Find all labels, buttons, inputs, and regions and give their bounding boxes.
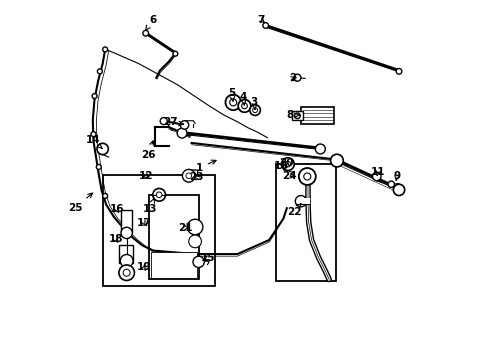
Circle shape (249, 105, 260, 116)
Bar (300, 107, 334, 123)
Circle shape (120, 255, 133, 267)
Circle shape (97, 69, 102, 74)
Bar (291, 111, 302, 120)
Circle shape (225, 95, 241, 110)
Text: 6: 6 (145, 15, 156, 31)
Bar (302, 172, 312, 181)
Circle shape (177, 128, 186, 138)
Text: 7: 7 (257, 15, 264, 25)
Circle shape (182, 170, 195, 182)
Circle shape (330, 154, 343, 167)
Circle shape (180, 121, 188, 129)
Circle shape (285, 161, 290, 167)
Circle shape (102, 193, 107, 198)
Text: 9: 9 (392, 171, 400, 181)
Text: 4: 4 (239, 92, 246, 105)
Circle shape (119, 265, 134, 280)
Circle shape (295, 195, 306, 207)
Text: 12: 12 (138, 171, 153, 181)
Text: 16: 16 (109, 204, 124, 214)
Text: 8: 8 (286, 111, 299, 121)
Text: 22: 22 (286, 204, 301, 217)
Circle shape (241, 103, 247, 109)
Text: 10: 10 (274, 161, 288, 171)
Circle shape (238, 100, 250, 112)
Circle shape (294, 113, 300, 118)
Circle shape (92, 94, 97, 99)
Text: 2: 2 (289, 73, 296, 84)
Circle shape (152, 189, 165, 201)
Circle shape (303, 173, 310, 180)
Circle shape (298, 168, 315, 185)
Circle shape (173, 51, 178, 56)
Circle shape (395, 68, 401, 74)
Circle shape (121, 227, 132, 239)
Circle shape (187, 219, 203, 235)
Text: 24: 24 (282, 171, 296, 181)
Circle shape (185, 173, 191, 179)
Circle shape (372, 172, 380, 181)
Circle shape (229, 99, 236, 106)
Circle shape (263, 23, 268, 28)
Text: 1: 1 (195, 160, 216, 173)
Circle shape (252, 108, 257, 113)
Circle shape (315, 144, 325, 154)
Bar (297, 198, 309, 204)
Circle shape (156, 192, 162, 198)
Text: 23: 23 (189, 172, 203, 182)
Circle shape (387, 181, 394, 188)
Text: 14: 14 (86, 135, 102, 148)
Circle shape (293, 74, 300, 81)
Bar (149, 195, 198, 279)
Bar (151, 252, 197, 278)
Text: 18: 18 (108, 234, 122, 244)
Text: 13: 13 (142, 198, 157, 214)
Text: 25: 25 (68, 193, 92, 212)
Circle shape (102, 47, 107, 52)
Text: 17: 17 (136, 218, 151, 228)
Bar (119, 245, 133, 262)
Text: 11: 11 (370, 167, 385, 177)
Text: 19: 19 (137, 262, 151, 273)
Circle shape (97, 143, 108, 154)
Circle shape (392, 184, 404, 195)
Bar (121, 210, 132, 233)
Circle shape (123, 269, 130, 276)
Bar (276, 164, 336, 280)
Text: 27: 27 (163, 117, 183, 127)
Circle shape (96, 165, 101, 170)
Text: 21: 21 (178, 222, 192, 233)
Circle shape (142, 30, 148, 36)
Text: 15: 15 (201, 253, 215, 262)
Text: 26: 26 (141, 141, 156, 159)
Circle shape (188, 235, 201, 248)
Circle shape (91, 132, 96, 136)
Bar (103, 175, 214, 286)
Circle shape (281, 158, 294, 171)
Text: 3: 3 (250, 97, 258, 109)
Text: 5: 5 (228, 87, 235, 101)
Text: 20: 20 (278, 158, 293, 171)
Circle shape (160, 118, 167, 125)
Circle shape (193, 256, 204, 267)
